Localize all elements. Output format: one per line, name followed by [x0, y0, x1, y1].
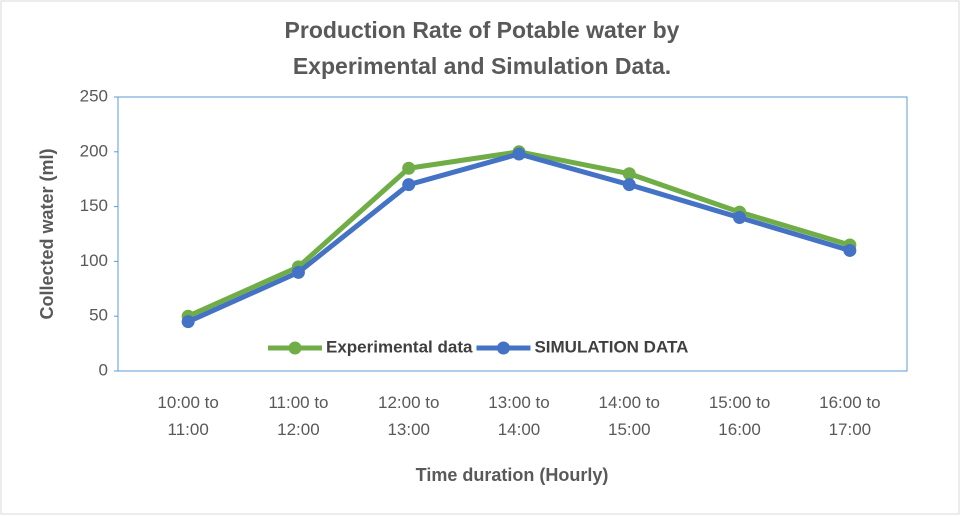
x-tick-label: 10:00 to 11:00 — [157, 393, 218, 439]
y-tick-label: 250 — [80, 86, 108, 105]
x-tick-label: 13:00 to 14:00 — [488, 393, 549, 439]
plot-frame — [117, 96, 908, 372]
y-tick-label: 100 — [80, 251, 108, 270]
marker — [843, 243, 857, 257]
legend-marker — [496, 341, 510, 355]
marker — [512, 147, 526, 161]
x-tick-label: 16:00 to 17:00 — [819, 393, 880, 439]
marker — [181, 315, 195, 329]
y-tick-label: 200 — [80, 141, 108, 160]
chart-title: Production Rate of Potable water by Exper… — [285, 17, 680, 79]
x-tick-label: 11:00 to 12:00 — [268, 393, 328, 439]
y-tick-label: 50 — [89, 306, 108, 325]
legend-label: SIMULATION DATA — [534, 337, 688, 356]
y-tick-label: 150 — [80, 196, 108, 215]
legend-label: Experimental data — [326, 337, 473, 356]
y-axis-title: Collected water (ml) — [37, 148, 57, 319]
legend-marker — [288, 341, 302, 355]
y-tick-label: 0 — [99, 360, 108, 379]
marker — [291, 265, 305, 279]
x-tick-label: 15:00 to 16:00 — [709, 393, 770, 439]
x-tick-label: 12:00 to 13:00 — [378, 393, 439, 439]
marker — [622, 167, 636, 181]
marker — [733, 211, 747, 225]
x-tick-label: 14:00 to 15:00 — [599, 393, 660, 439]
x-axis-title: Time duration (Hourly) — [416, 465, 609, 485]
marker — [402, 161, 416, 175]
marker — [402, 178, 416, 192]
marker — [622, 178, 636, 192]
